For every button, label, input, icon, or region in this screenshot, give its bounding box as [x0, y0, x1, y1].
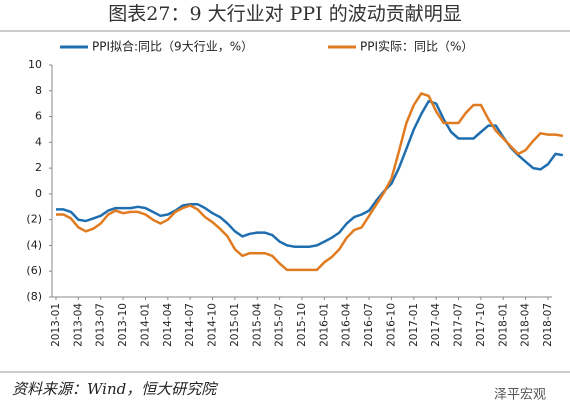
x-tick-label: 2015-04: [251, 303, 263, 347]
x-tick-label: 2014-01: [139, 303, 151, 347]
y-tick-label: 4: [35, 135, 42, 148]
series-line: [56, 99, 564, 248]
x-tick-label: 2015-10: [296, 303, 308, 347]
x-tick-label: 2016-10: [385, 303, 397, 347]
y-tick-label: 6: [35, 110, 42, 123]
x-tick-label: 2013-07: [95, 303, 107, 347]
x-tick-label: 2016-04: [341, 303, 353, 347]
source-note: 资料来源：Wind，恒大研究院: [12, 380, 218, 398]
y-tick-label: (2): [26, 213, 42, 226]
y-tick-label: (4): [26, 238, 42, 251]
x-tick-label: 2017-04: [430, 303, 442, 347]
x-tick-label: 2013-01: [50, 303, 62, 347]
legend-label: PPI拟合:同比（9大行业，%）: [92, 39, 253, 54]
x-tick-label: 2016-01: [318, 303, 330, 347]
y-tick-label: 10: [28, 58, 42, 71]
x-tick-label: 2017-07: [453, 303, 465, 347]
y-tick-label: 0: [35, 187, 42, 200]
y-tick-label: (8): [26, 290, 42, 303]
x-tick-label: 2017-01: [408, 303, 420, 347]
x-tick-label: 2018-04: [520, 303, 532, 347]
y-tick-label: 2: [35, 161, 42, 174]
watermark: 泽平宏观: [494, 388, 546, 403]
x-tick-label: 2013-10: [117, 303, 129, 347]
x-tick-label: 2015-07: [274, 303, 286, 347]
legend-label: PPI实际：同比（%）: [360, 39, 473, 54]
y-tick-label: (6): [26, 264, 42, 277]
y-tick-label: 8: [35, 84, 42, 97]
x-tick-label: 2016-07: [363, 303, 375, 347]
series-line: [56, 92, 564, 272]
x-tick-label: 2018-01: [497, 303, 509, 347]
x-tick-label: 2014-07: [184, 303, 196, 347]
x-tick-label: 2018-07: [542, 303, 554, 347]
x-tick-label: 2015-01: [229, 303, 241, 347]
x-tick-label: 2014-10: [207, 303, 219, 347]
chart-title: 图表27：9 大行业对 PPI 的波动贡献明显: [108, 3, 461, 25]
x-tick-label: 2014-04: [162, 303, 174, 347]
x-tick-label: 2017-10: [475, 303, 487, 347]
x-tick-label: 2013-04: [72, 303, 84, 347]
